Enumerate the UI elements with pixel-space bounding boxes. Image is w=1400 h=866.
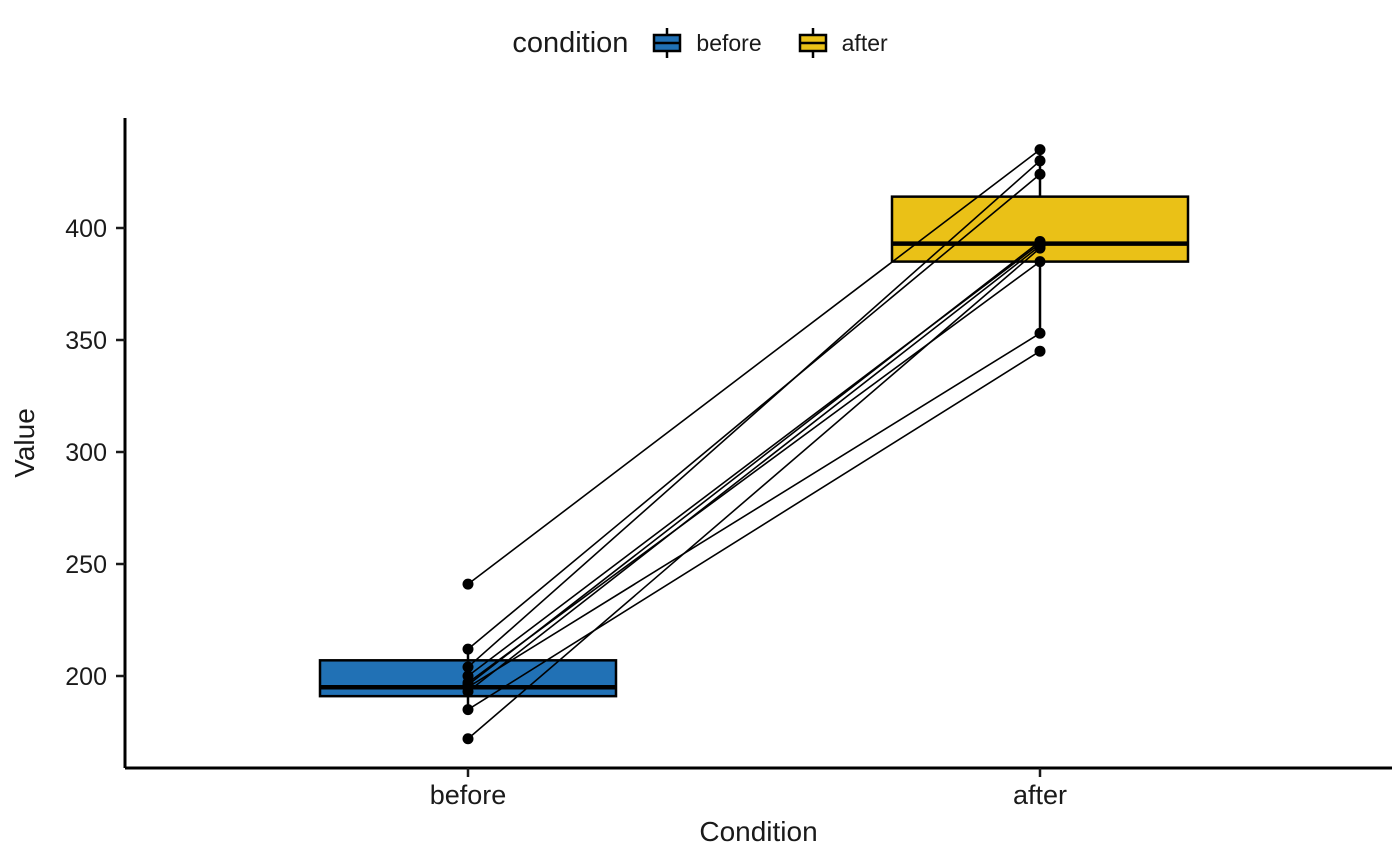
y-tick-label: 350 <box>65 327 107 355</box>
legend-entries: before after <box>650 26 888 60</box>
pair-line <box>467 332 1041 688</box>
data-point-after <box>1034 242 1046 254</box>
data-point-before <box>462 733 474 745</box>
legend-entry-after: after <box>796 26 888 60</box>
x-tick-label: before <box>430 780 507 810</box>
legend-entry-before: before <box>650 26 762 60</box>
y-tick-label: 400 <box>65 215 107 243</box>
data-point-after <box>1034 327 1046 339</box>
pair-line <box>467 173 1041 650</box>
legend-title: condition <box>512 26 629 59</box>
data-point-after <box>1034 256 1046 268</box>
legend-label: after <box>841 29 888 56</box>
pair-line <box>467 240 1041 686</box>
x-axis-title: Condition <box>699 816 817 847</box>
data-point-before <box>462 643 474 655</box>
y-tick-label: 200 <box>65 663 107 691</box>
pair-line <box>467 260 1041 684</box>
legend: condition before after <box>0 26 1400 60</box>
data-point-after <box>1034 155 1046 167</box>
data-point-after <box>1034 345 1046 357</box>
data-point-before <box>462 661 474 673</box>
data-point-before <box>462 704 474 716</box>
data-point-after <box>1034 168 1046 180</box>
y-tick-label: 250 <box>65 551 107 579</box>
after-boxplot-key-icon <box>798 28 827 58</box>
legend-label: before <box>696 29 762 56</box>
pair-line <box>467 245 1041 693</box>
data-point-after <box>1034 144 1046 156</box>
y-axis-title: Value <box>9 408 40 478</box>
pair-line <box>467 247 1041 740</box>
x-tick-label: after <box>1013 780 1067 810</box>
pair-line <box>467 160 1041 668</box>
data-point-before <box>462 578 474 590</box>
pair-line <box>467 148 1041 585</box>
data-point-before <box>462 686 474 698</box>
pair-line <box>467 350 1041 711</box>
before-boxplot-key-icon <box>653 28 682 58</box>
y-tick-label: 300 <box>65 439 107 467</box>
